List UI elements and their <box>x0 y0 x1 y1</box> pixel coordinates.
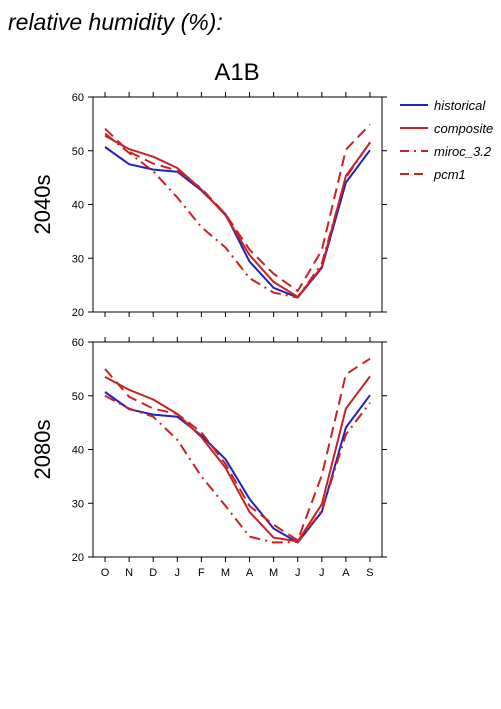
legend-label: historical <box>434 98 486 113</box>
series-line-composite <box>104 375 371 543</box>
x-tick-label: F <box>198 567 205 579</box>
legend-label: pcm1 <box>433 167 466 182</box>
series-line-historical <box>104 146 371 299</box>
x-tick-label: A <box>342 567 350 579</box>
panel-2040s: 20 30 40 50 60 2040s <box>30 92 387 319</box>
y-tick-label: 60 <box>72 337 84 349</box>
series-line-pcm1 <box>104 357 371 542</box>
y-tick-label: 50 <box>72 391 84 403</box>
y-tick-label: 60 <box>72 92 84 104</box>
y-tick-label: 20 <box>72 307 84 319</box>
legend-label: miroc_3.2 <box>434 144 492 159</box>
series-line-composite <box>104 134 371 298</box>
x-tick-label: D <box>149 567 157 579</box>
scenario-title: A1B <box>214 59 259 86</box>
x-tick-label: M <box>269 567 278 579</box>
legend-label: composite <box>434 121 493 136</box>
y-tick-label: 40 <box>72 200 84 212</box>
y-tick-label: 30 <box>72 498 84 510</box>
y-tick-label: 40 <box>72 445 84 457</box>
figure-heading: relative humidity (%): <box>8 9 223 35</box>
series-line-pcm1 <box>104 123 371 292</box>
row-label: 2040s <box>30 175 55 235</box>
panels: 20 30 40 50 60 2040s 20 30 40 50 60 O N D J F M A M J J A S 208… <box>30 92 387 579</box>
y-tick-label: 50 <box>72 146 84 158</box>
legend: historical composite miroc_3.2 pcm1 <box>400 98 493 182</box>
x-tick-label: J <box>319 567 325 579</box>
series-line-miroc-3-2 <box>104 132 371 299</box>
panel-2080s: 20 30 40 50 60 O N D J F M A M J J A S 2080s <box>30 337 387 579</box>
x-tick-label: J <box>175 567 181 579</box>
x-tick-label: S <box>366 567 373 579</box>
y-tick-label: 30 <box>72 253 84 265</box>
x-tick-label: A <box>246 567 254 579</box>
x-tick-label: M <box>221 567 230 579</box>
row-label: 2080s <box>30 420 55 480</box>
series-line-miroc-3-2 <box>104 394 371 544</box>
x-tick-label: N <box>125 567 133 579</box>
x-tick-label: J <box>295 567 301 579</box>
x-tick-label: O <box>101 567 110 579</box>
y-tick-label: 20 <box>72 552 84 564</box>
